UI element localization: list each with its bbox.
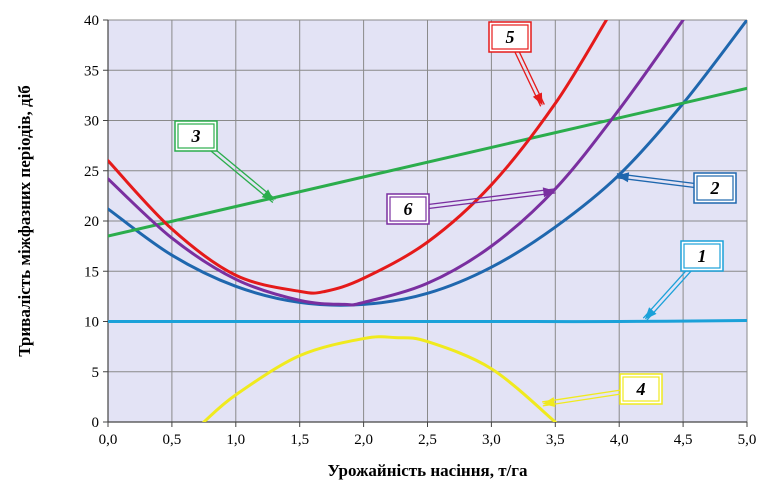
callout-box <box>680 240 724 272</box>
series-line-4 <box>202 335 557 422</box>
x-tick-label: 2,5 <box>418 432 437 448</box>
grid <box>107 19 748 423</box>
y-tick-label: 35 <box>84 63 99 79</box>
x-tick-label: 1,0 <box>226 432 245 448</box>
x-tick-label: 4,0 <box>610 432 629 448</box>
y-tick-label: 5 <box>92 365 100 381</box>
callout-box <box>488 21 532 53</box>
callout-box <box>386 193 430 225</box>
x-tick-label: 0,0 <box>99 432 118 448</box>
callout-label: 6 <box>404 199 413 219</box>
callout-2: 2 <box>616 172 737 204</box>
callout-box-inner <box>696 175 734 201</box>
callout-label: 3 <box>191 126 201 146</box>
callout-arrowhead <box>532 92 543 106</box>
series-lines <box>108 20 747 422</box>
y-tick-label: 0 <box>92 415 100 431</box>
x-axis-ticks: 0,0 0,5 1,0 1,5 2,0 2,5 3,0 3,5 4,0 4,5 5,0 <box>99 422 757 448</box>
callout-box-inner <box>683 243 721 269</box>
callout-arrowhead <box>644 307 657 320</box>
callout-label: 4 <box>636 379 646 399</box>
y-tick-label: 15 <box>84 264 99 280</box>
y-axis-title: Тривалість міжфазних періодів, діб <box>15 85 34 357</box>
series-line-3 <box>108 86 747 238</box>
callout-3: 3 <box>174 120 276 203</box>
callout-box <box>693 172 737 204</box>
callout-box-inner <box>622 376 660 402</box>
callouts: 1 2 3 4 5 6 <box>174 21 737 408</box>
y-tick-label: 25 <box>84 164 99 180</box>
callout-arrowhead <box>616 172 630 183</box>
callout-6: 6 <box>386 187 556 225</box>
y-axis-ticks: 0 5 10 15 20 25 30 35 40 <box>84 13 108 431</box>
x-tick-label: 3,5 <box>546 432 565 448</box>
callout-pointer <box>408 192 556 212</box>
y-tick-label: 30 <box>84 114 99 130</box>
x-axis-title: Урожайність насіння, т/га <box>327 461 528 480</box>
series-line-5 <box>108 20 608 295</box>
callout-box-inner <box>177 123 215 149</box>
callout-4: 4 <box>542 373 663 408</box>
x-tick-label: 3,0 <box>482 432 501 448</box>
callout-pointer <box>407 188 556 208</box>
series-line-6 <box>108 20 685 307</box>
y-tick-label: 40 <box>84 13 99 29</box>
series-line-1 <box>108 318 747 324</box>
y-tick-label: 20 <box>84 214 99 230</box>
x-tick-label: 2,0 <box>354 432 373 448</box>
callout-box <box>619 373 663 405</box>
callout-arrowhead <box>261 189 275 201</box>
x-tick-label: 1,5 <box>290 432 309 448</box>
callout-5: 5 <box>488 21 545 107</box>
callout-1: 1 <box>642 240 724 322</box>
callout-arrowhead <box>542 397 556 408</box>
callout-box-inner <box>491 24 529 50</box>
callout-box-inner <box>389 196 427 222</box>
callout-label: 5 <box>506 27 515 47</box>
callout-label: 2 <box>710 178 720 198</box>
series-line-2 <box>108 20 747 307</box>
callout-box <box>174 120 218 152</box>
x-tick-label: 4,5 <box>674 432 693 448</box>
callout-arrowhead <box>542 187 556 198</box>
y-tick-label: 10 <box>84 315 99 331</box>
callout-label: 1 <box>698 246 707 266</box>
x-tick-label: 5,0 <box>738 432 757 448</box>
x-tick-label: 0,5 <box>163 432 182 448</box>
